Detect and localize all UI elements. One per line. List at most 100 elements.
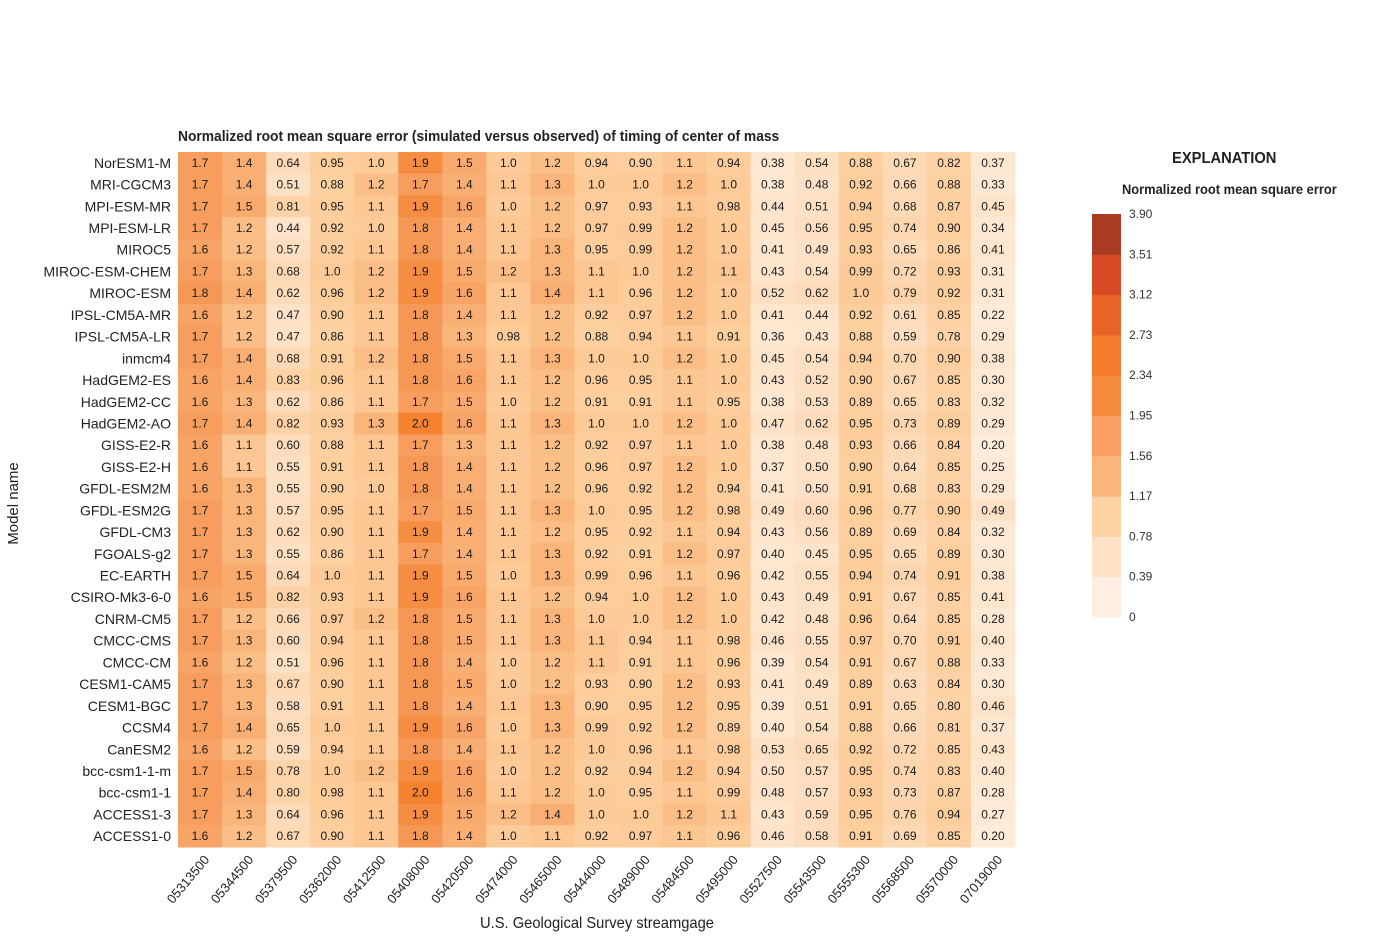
row-label: CSIRO-Mk3-6-0 [71,589,172,605]
cell-label: 0.65 [893,243,917,257]
heatmap-cell [750,260,796,283]
heatmap-cell [222,781,267,805]
heatmap-cell [178,173,223,196]
heatmap-cell [970,304,1016,327]
heatmap-cell [706,217,752,240]
heatmap-cell [442,521,487,544]
heatmap-cell [442,217,487,240]
heatmap-cell [266,781,311,805]
heatmap-cell [442,456,487,479]
heatmap-cell [706,390,752,414]
heatmap-cell [882,651,928,674]
cell-label: 1.1 [676,786,693,800]
heatmap-cell [750,694,796,718]
heatmap-cell [266,173,311,196]
heatmap-cell [706,825,752,848]
cell-label: 1.1 [676,655,693,669]
heatmap-cell [266,260,311,283]
cell-label: 0.84 [937,677,961,691]
heatmap-cell [310,282,355,305]
heatmap-cell [970,738,1016,761]
cell-label: 0.96 [717,569,741,583]
heatmap-cell [750,738,796,761]
heatmap-cell [310,825,355,848]
cell-label: 1.1 [368,786,385,800]
cell-label: 1.1 [368,525,385,539]
row-label: MIROC5 [117,242,172,258]
heatmap-cell [970,369,1016,392]
heatmap-cell [266,499,311,522]
heatmap-cell [882,173,928,196]
heatmap-cell [882,803,928,826]
cell-label: 0.95 [849,807,873,821]
cell-label: 1.5 [456,503,473,517]
heatmap-cell [662,499,708,522]
cell-label: 0.95 [717,395,741,409]
cell-label: 1.7 [192,525,209,539]
heatmap-cell [750,521,796,544]
heatmap-cell [662,325,708,348]
cell-label: 1.9 [412,525,429,539]
cell-label: 1.0 [500,156,517,170]
cell-label: 0.60 [276,438,300,452]
cell-label: 1.6 [192,308,209,322]
cell-label: 0.95 [849,764,873,778]
heatmap-cell [838,586,884,609]
cell-label: 1.5 [236,569,253,583]
cell-label: 1.4 [236,786,253,800]
cell-label: 0.72 [893,742,917,756]
heatmap-cell [574,651,620,674]
cell-label: 1.0 [632,807,649,821]
heatmap-cell [618,412,664,435]
cell-label: 1.5 [456,634,473,648]
heatmap-cell [442,629,487,653]
heatmap-cell [970,173,1016,196]
cell-label: 0.68 [893,482,917,496]
cell-label: 0.62 [276,525,300,539]
column-label: 05313500 [164,852,213,906]
cell-label: 1.1 [368,569,385,583]
heatmap-cell [310,217,355,240]
heatmap-cell [574,238,620,262]
heatmap-cell [178,325,223,348]
heatmap-cell [706,542,752,566]
cell-label: 1.2 [544,438,561,452]
heatmap-cell [178,499,223,522]
heatmap-cell [222,542,267,566]
heatmap-cell [926,238,972,262]
heatmap-cell [310,304,355,327]
cell-label: 1.2 [236,742,253,756]
cell-label: 0.97 [629,460,653,474]
cell-label: 1.1 [500,482,517,496]
cell-label: 1.1 [368,590,385,604]
heatmap-cell [398,716,443,739]
cell-label: 0.43 [761,373,785,387]
cell-label: 1.0 [500,199,517,213]
cell-label: 1.8 [412,308,429,322]
heatmap-cell [706,781,752,805]
heatmap-cell [310,738,355,761]
heatmap-cell [574,390,620,414]
cell-label: 1.2 [676,308,693,322]
heatmap-cell [398,217,443,240]
heatmap-cell [530,282,575,305]
heatmap-cell [574,629,620,653]
heatmap-cell [662,673,708,696]
heatmap-cell [354,716,399,739]
cell-label: 1.4 [236,373,253,387]
heatmap-cell [574,369,620,392]
heatmap-cell [706,412,752,435]
heatmap-cell [574,195,620,218]
cell-label: 2.0 [412,416,429,430]
heatmap-cell [266,434,311,457]
cell-label: 0.90 [321,525,345,539]
heatmap-cell [574,608,620,631]
heatmap-cell [794,760,840,783]
cell-label: 0.46 [761,634,785,648]
cell-label: 0.86 [321,330,345,344]
cell-label: 1.2 [368,764,385,778]
heatmap-cell [442,282,487,305]
heatmap-cell [662,456,708,479]
heatmap-cell [310,564,355,587]
cell-label: 1.6 [456,590,473,604]
